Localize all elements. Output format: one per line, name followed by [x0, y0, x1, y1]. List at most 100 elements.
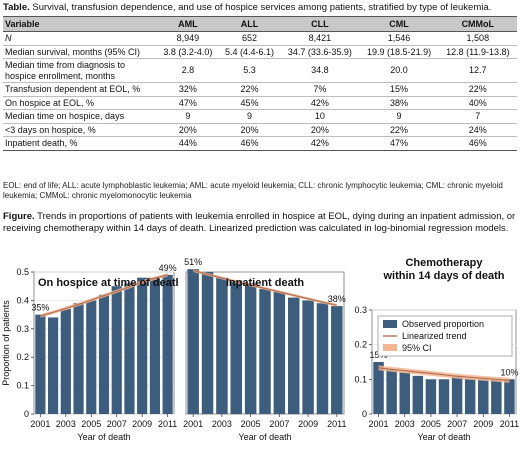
table-row: <3 days on hospice, % 20% 20% 20% 22% 24% [3, 123, 517, 137]
table-row: Transfusion dependent at EOL, % 32% 22% 7% 1… [3, 82, 517, 97]
table-cell: 15% [359, 82, 439, 97]
bar [35, 314, 46, 414]
row-label: <3 days on hospice, % [3, 123, 157, 137]
legend-box [377, 315, 513, 357]
row-label: Transfusion dependent at EOL, % [3, 82, 157, 97]
x-tick-label: 2007 [447, 419, 467, 429]
x-tick-label: 2005 [241, 419, 261, 429]
survival-table: Variable AML ALL CLL CML CMMoL N 8,949 652… [3, 16, 517, 151]
header-cell: CML [359, 16, 439, 32]
table-cell: 8,421 [280, 31, 360, 46]
table-cell: 42% [280, 96, 360, 110]
bar [60, 308, 71, 414]
x-tick-label: 2003 [56, 419, 76, 429]
row-label: On hospice at EOL, % [3, 96, 157, 110]
x-tick-label: 2005 [81, 419, 101, 429]
bar [302, 300, 314, 414]
chart-hospice: 35% 49% 0 0.1 0.2 0.3 0.4 0.5 2001 2003 2005 2007 20… [1, 263, 178, 442]
table-cell: 12.8 (11.9-13.8) [438, 45, 517, 59]
table-row: Median time from diagnosis to hospice en… [3, 58, 517, 83]
x-tick-label: 2007 [107, 419, 127, 429]
table-cell: 1,546 [359, 31, 439, 46]
row-label: Inpatient death, % [3, 136, 157, 151]
table-cell: 40% [438, 96, 517, 110]
table-cell: 24% [438, 123, 517, 137]
bar [273, 291, 286, 414]
bar [244, 283, 257, 414]
x-tick-label: 2001 [30, 419, 50, 429]
bar [201, 272, 214, 414]
bar [287, 297, 300, 414]
table-cell: 5.3 [218, 58, 281, 83]
legend-swatch-ci [383, 344, 397, 351]
table-cell: 46% [438, 136, 517, 151]
bar [491, 379, 502, 414]
x-tick-label: 2009 [132, 419, 152, 429]
table-cell: 12.7 [438, 58, 517, 83]
trend-line [193, 270, 337, 306]
x-axis-label: Year of death [238, 432, 291, 442]
bar [216, 277, 228, 414]
table-cell: 34.8 [280, 58, 360, 83]
y-tick-label: 0.2 [16, 352, 29, 362]
data-label: 38% [328, 294, 346, 304]
y-tick-label: 0 [24, 409, 29, 419]
x-tick-label: 2009 [298, 419, 318, 429]
bar [412, 375, 424, 414]
figure-caption-text: Trends in proportions of patients with l… [3, 211, 516, 234]
table-row: Inpatient death, % 44% 46% 42% 47% 46% [3, 136, 517, 151]
table-cell: 9 [157, 109, 219, 124]
bar [478, 379, 489, 414]
x-tick-label: 2003 [212, 419, 232, 429]
bar [73, 303, 84, 414]
table-cell: 22% [438, 82, 517, 97]
legend-label: Observed proportion [402, 319, 484, 329]
header-cell: CMMoL [438, 16, 517, 32]
table-cell: 44% [157, 136, 219, 151]
table-cell: 9 [218, 109, 281, 124]
legend-label: 95% CI [402, 343, 432, 353]
table-cell: 20% [157, 123, 219, 137]
legend-label: Linearized trend [402, 331, 467, 341]
figure-caption: Figure. Trends in proportions of patient… [3, 211, 517, 234]
table-cell: 22% [359, 123, 439, 137]
bar [137, 277, 148, 414]
x-tick-label: 2001 [183, 419, 203, 429]
x-tick-label: 2007 [269, 419, 289, 429]
bar [149, 277, 160, 414]
bar [230, 280, 243, 414]
table-caption: Table. Survival, transfusion dependence,… [3, 2, 517, 14]
table-cell: 46% [218, 136, 281, 151]
table-row: Median survival, months (95% CI) 3.8 (3.2… [3, 45, 517, 59]
table-cell: 5.4 (4.4-6.1) [218, 45, 281, 59]
data-label: 51% [184, 257, 202, 267]
bar [259, 289, 271, 414]
table-cell: 32% [157, 82, 219, 97]
table-cell: 47% [157, 96, 219, 110]
x-axis-label: Year of death [417, 432, 470, 442]
x-tick-label: 2011 [158, 419, 177, 429]
x-tick-label: 2011 [500, 419, 519, 429]
header-cell: ALL [218, 16, 281, 32]
data-label: 49% [159, 263, 177, 273]
bar [464, 379, 476, 414]
table-cell: 45% [218, 96, 281, 110]
bar [451, 375, 463, 414]
table-cell: 2.8 [157, 58, 219, 83]
table-cell: 34.7 (33.6-35.9) [280, 45, 360, 59]
table-cell: 3.8 (3.2-4.0) [157, 45, 219, 59]
chart-title: Inpatient death [226, 277, 305, 289]
y-axis-label: Proportion of patients [1, 300, 11, 386]
bar [162, 274, 173, 414]
table-cell: 19.9 (18.5-21.9) [359, 45, 439, 59]
table-header-row: Variable AML ALL CLL CML CMMoL [3, 16, 517, 32]
bar [98, 294, 110, 414]
y-tick-label: 0.2 [354, 340, 367, 350]
trend-line [40, 274, 168, 317]
x-tick-label: 2003 [395, 419, 415, 429]
y-tick-label: 0 [362, 409, 367, 419]
figure-caption-title: Figure. [3, 211, 35, 222]
table-cell: 7 [438, 109, 517, 124]
table-cell: 7% [280, 82, 360, 97]
table-cell: 652 [218, 31, 281, 46]
